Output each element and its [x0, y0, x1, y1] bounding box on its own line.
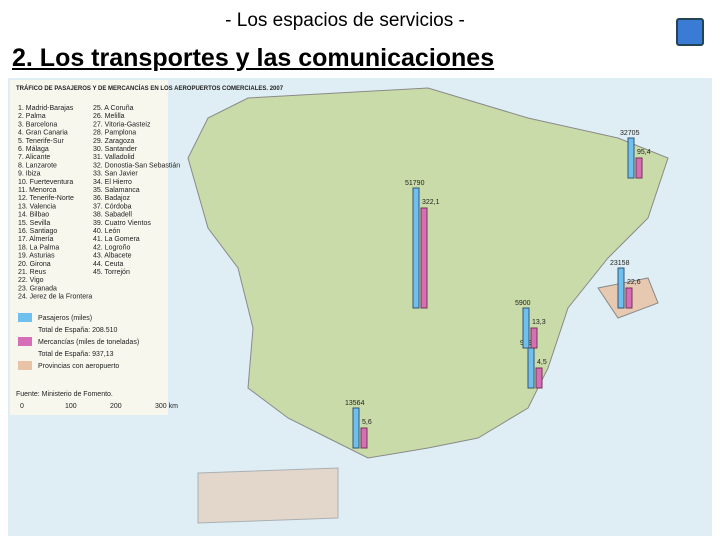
- legend-label: Total de España: 208.510: [38, 327, 118, 334]
- airport-name: 35. Salamanca: [93, 187, 140, 194]
- airport-name: 36. Badajoz: [93, 195, 130, 202]
- airport-name: 10. Fuerteventura: [18, 179, 73, 186]
- legend-swatch: [18, 337, 32, 346]
- passenger-bar: [527, 347, 535, 389]
- airport-name: 39. Cuatro Vientos: [93, 220, 151, 227]
- passenger-label: 13564: [345, 400, 365, 407]
- map: TRÁFICO DE PASAJEROS Y DE MERCANCÍAS EN …: [8, 78, 712, 536]
- airport-name: 27. Vitoria-Gasteiz: [93, 121, 151, 128]
- cargo-label: 13,3: [532, 319, 546, 326]
- airport-name: 34. El Hierro: [93, 179, 132, 186]
- airport-name: 30. Santander: [93, 146, 138, 153]
- airport-name: 20. Girona: [18, 261, 51, 268]
- legend-swatch: [18, 361, 32, 370]
- legend-label: Pasajeros (miles): [38, 315, 92, 322]
- airport-name: 25. A Coruña: [93, 105, 134, 112]
- airport-name: 28. Pamplona: [93, 130, 136, 137]
- airport-name: 21. Reus: [18, 269, 47, 276]
- airport-name: 41. La Gomera: [93, 236, 140, 243]
- airport-name: 23. Granada: [18, 285, 57, 292]
- return-button[interactable]: [676, 18, 704, 46]
- cargo-bar: [635, 157, 643, 179]
- map-source: Fuente: Ministerio de Fomento.: [16, 391, 113, 398]
- cargo-bar: [535, 367, 543, 389]
- airport-name: 42. Logroño: [93, 244, 130, 251]
- map-title: TRÁFICO DE PASAJEROS Y DE MERCANCÍAS EN …: [16, 84, 284, 92]
- airport-name: 8. Lanzarote: [18, 162, 57, 169]
- passenger-label: 32705: [620, 130, 640, 137]
- cargo-label: 95,4: [637, 149, 651, 156]
- airport-name: 32. Donostia-San Sebastián: [93, 162, 180, 169]
- airport-name: 9. Ibiza: [18, 171, 41, 178]
- passenger-label: 5900: [515, 300, 531, 307]
- passenger-bar: [412, 187, 420, 309]
- slide-subtitle: - Los espacios de servicios -: [225, 10, 465, 31]
- legend-label: Provincias con aeropuerto: [38, 363, 119, 370]
- airport-name: 4. Gran Canaria: [18, 130, 68, 137]
- canary: [197, 467, 339, 524]
- airport-name: 11. Menorca: [18, 187, 56, 194]
- airport-name: 29. Zaragoza: [93, 138, 134, 145]
- airport-name: 22. Vigo: [18, 277, 44, 284]
- airport-name: 31. Valladolid: [93, 154, 135, 161]
- legend-panel: [10, 80, 168, 415]
- passenger-bar: [627, 137, 635, 179]
- airport-name: 16. Santiago: [18, 228, 57, 235]
- legend: TRÁFICO DE PASAJEROS Y DE MERCANCÍAS EN …: [16, 84, 284, 410]
- airport-name: 19. Asturias: [18, 253, 55, 260]
- scale-label: 0: [20, 403, 24, 410]
- passenger-label: 23158: [610, 260, 630, 267]
- airport-name: 38. Sabadell: [93, 212, 132, 219]
- airport-name: 26. Melilla: [93, 113, 125, 120]
- airport-name: 2. Palma: [18, 113, 46, 120]
- airport-name: 13. Valencia: [18, 203, 56, 210]
- cargo-label: 22,6: [627, 279, 641, 286]
- passenger-bar: [352, 407, 360, 449]
- airport-name: 44. Ceuta: [93, 261, 123, 268]
- cargo-bar: [530, 327, 538, 349]
- cargo-label: 5,6: [362, 419, 372, 426]
- legend-label: Total de España: 937,13: [38, 351, 114, 358]
- airport-name: 6. Málaga: [18, 146, 49, 153]
- cargo-bar: [360, 427, 368, 449]
- airport-name: 5. Tenerife-Sur: [18, 138, 64, 145]
- airport-name: 45. Torrejón: [93, 269, 130, 276]
- scale-label: 300 km: [155, 403, 178, 410]
- airport-name: 18. La Palma: [18, 244, 59, 251]
- cargo-label: 322,1: [422, 199, 440, 206]
- cargo-bar: [625, 287, 633, 309]
- airport-name: 37. Córdoba: [93, 203, 132, 210]
- cargo-bar: [420, 207, 428, 309]
- airport-name: 14. Bilbao: [18, 212, 49, 219]
- peninsula: [187, 87, 669, 459]
- airport-name: 7. Alicante: [18, 154, 50, 161]
- passenger-bar: [522, 307, 530, 349]
- cargo-label: 4,5: [537, 359, 547, 366]
- airport-name: 15. Sevilla: [18, 220, 50, 227]
- scale-label: 100: [65, 403, 77, 410]
- airport-name: 3. Barcelona: [18, 121, 57, 128]
- passenger-bar: [617, 267, 625, 309]
- scale-label: 200: [110, 403, 122, 410]
- airport-name: 1. Madrid-Barajas: [18, 105, 74, 112]
- legend-label: Mercancías (miles de toneladas): [38, 339, 139, 346]
- airport-labels: 51790322,13270595,42315822,6135645,69096…: [345, 130, 651, 449]
- airport-name: 12. Tenerife-Norte: [18, 195, 74, 202]
- airport-name: 33. San Javier: [93, 171, 138, 178]
- airport-name: 17. Almería: [18, 236, 54, 243]
- airport-name: 40. León: [93, 228, 120, 235]
- legend-swatch: [18, 313, 32, 322]
- passenger-label: 51790: [405, 180, 425, 187]
- airport-name: 24. Jerez de la Frontera: [18, 294, 92, 301]
- airport-name: 43. Albacete: [93, 253, 132, 260]
- slide-title: 2. Los transportes y las comunicaciones: [12, 44, 495, 72]
